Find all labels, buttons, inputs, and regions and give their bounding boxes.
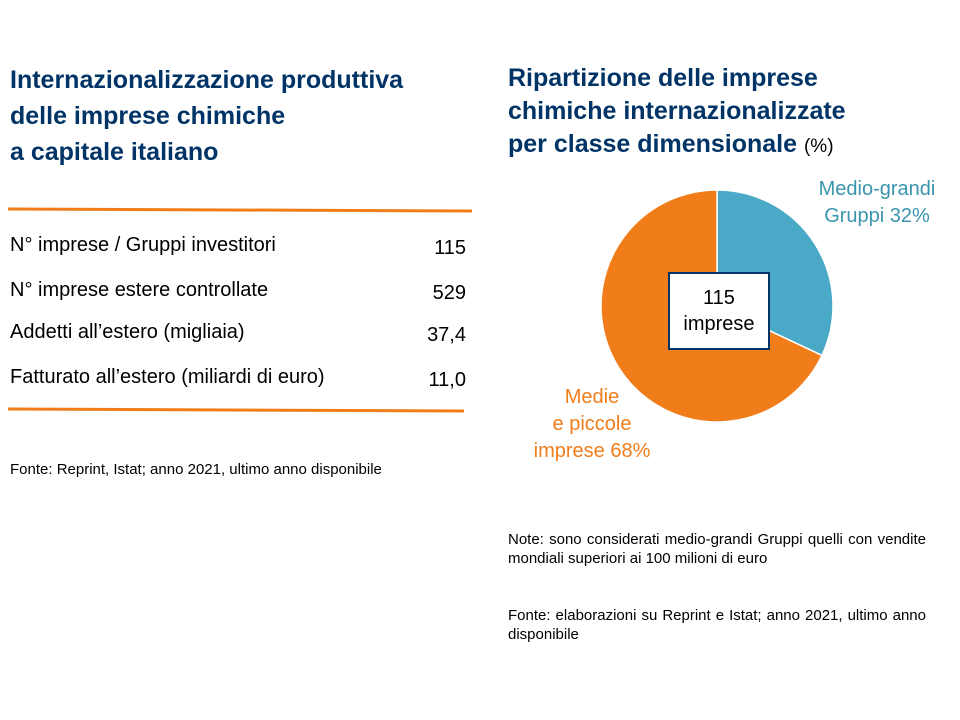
table-row-label: Addetti all’estero (migliaia)	[10, 321, 245, 343]
chart-source: Fonte: elaborazioni su Reprint e Istat; …	[508, 607, 926, 643]
table-row-value: 11,0	[428, 369, 466, 391]
right-title-line-3-text: per classe dimensionale	[508, 130, 798, 158]
slice-label-line: Medie	[564, 386, 620, 408]
left-title-line-2: delle imprese chimiche	[10, 102, 286, 130]
table-row-label: N° imprese / Gruppi investitori	[10, 234, 276, 256]
table-row-label: N° imprese estere controllate	[10, 279, 269, 301]
right-title-line-2: chimiche internazionalizzate	[508, 97, 846, 125]
slice-label-line: Gruppi 32%	[824, 205, 930, 227]
slice-label-medio-grandi: Medio-grandi Gruppi 32%	[802, 176, 952, 230]
right-title-line-3: per classe dimensionale (%)	[508, 128, 938, 163]
left-source-note: Fonte: Reprint, Istat; anno 2021, ultimo…	[10, 461, 382, 478]
slice-label-line: e piccole	[552, 413, 632, 435]
slice-label-medie-piccole: Medie e piccole imprese 68%	[512, 384, 672, 465]
title-unit: (%)	[803, 136, 834, 157]
pie-center-label: 115 imprese	[668, 272, 770, 350]
table-row-value: 115	[434, 237, 466, 259]
slice-label-line: Medio-grandi	[818, 178, 936, 200]
right-panel-title: Ripartizione delle imprese chimiche inte…	[508, 62, 938, 163]
left-title-line-1: Internazionalizzazione produttiva	[10, 66, 404, 94]
table-row-label: Fatturato all’estero (miliardi di euro)	[10, 366, 325, 388]
left-panel-title: Internazionalizzazione produttiva delle …	[10, 62, 490, 170]
center-count: 115	[703, 287, 735, 309]
table-row-value: 529	[432, 282, 466, 304]
slice-label-line: imprese 68%	[533, 440, 651, 462]
left-title-line-3: a capitale italiano	[10, 138, 219, 166]
right-title-line-1: Ripartizione delle imprese	[508, 64, 818, 92]
chart-note: Note: sono considerati medio-grandi Grup…	[508, 531, 926, 567]
center-unit: imprese	[683, 313, 755, 335]
table-row-value: 37,4	[427, 324, 466, 346]
